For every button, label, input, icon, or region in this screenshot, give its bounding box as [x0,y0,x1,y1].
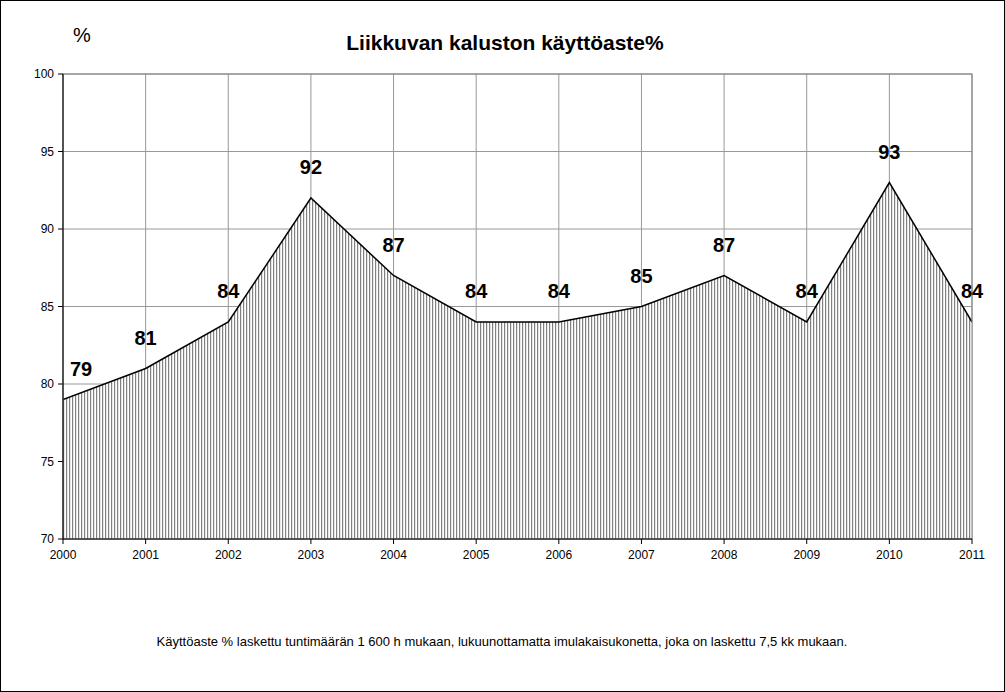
data-label: 81 [135,327,157,349]
y-label: % [73,24,91,46]
x-tick [228,539,229,544]
title: Liikkuvan kaluston käyttöaste% [346,31,664,54]
x-tick-label: 2000 [50,548,77,562]
x-tick-label: 2011 [959,548,985,562]
x-tick-label: 2010 [876,548,903,562]
x-tick [476,539,477,544]
data-label: 84 [796,280,819,302]
x-tick [310,539,311,544]
area [63,183,972,540]
y-tick-label: 90 [41,222,55,236]
x-tick-label: 2001 [132,548,159,562]
chart: 70 75 80 85 90 95 100 2000 2001 2002 2003 2004 2005 2… [0,0,1005,692]
x-tick-label: 2005 [463,548,490,562]
x-tick-label: 2007 [628,548,655,562]
y-tick-label: 85 [41,300,55,314]
y-grid [63,539,972,540]
area-line [63,183,972,400]
outer-frame [1,1,1005,692]
y-tick [58,306,63,307]
x-tick [724,539,725,544]
data-label: 85 [630,265,652,287]
data-label: 87 [713,234,735,256]
plot-frame [63,74,972,539]
x-tick-label: 2002 [215,548,242,562]
x-axis [63,539,972,540]
y-tick [58,384,63,385]
x-tick-label: 2004 [380,548,407,562]
y-grid [63,151,972,152]
y-tick [58,539,63,540]
data-label: 79 [70,358,92,380]
x-tick-label: 2009 [793,548,820,562]
annotation: Käyttöaste % laskettu tuntimäärän 1 600 … [157,634,848,649]
y-tick [58,151,63,152]
data-label: 84 [465,280,488,302]
y-tick [58,74,63,75]
y-tick-label: 95 [41,145,55,159]
y-tick-label: 75 [41,455,55,469]
x-tick-label: 2006 [545,548,572,562]
data-label: 92 [300,156,322,178]
y-tick-label: 80 [41,377,55,391]
data-label: 84 [961,280,984,302]
x-tick [558,539,559,544]
data-label: 93 [878,141,900,163]
y-tick [58,229,63,230]
y-tick [58,461,63,462]
x-tick [806,539,807,544]
data-label: 84 [548,280,571,302]
x-tick [63,539,64,544]
x-tick [641,539,642,544]
x-tick [889,539,890,544]
x-tick [145,539,146,544]
x-tick-label: 2008 [711,548,738,562]
x-tick-label: 2003 [298,548,325,562]
y-grid [63,229,972,230]
x-tick [393,539,394,544]
plot-group [63,183,972,540]
y-tick-label: 100 [34,67,54,81]
y-tick-label: 70 [41,532,55,546]
data-label: 84 [217,280,240,302]
data-label: 87 [382,234,404,256]
x-tick [972,539,973,544]
